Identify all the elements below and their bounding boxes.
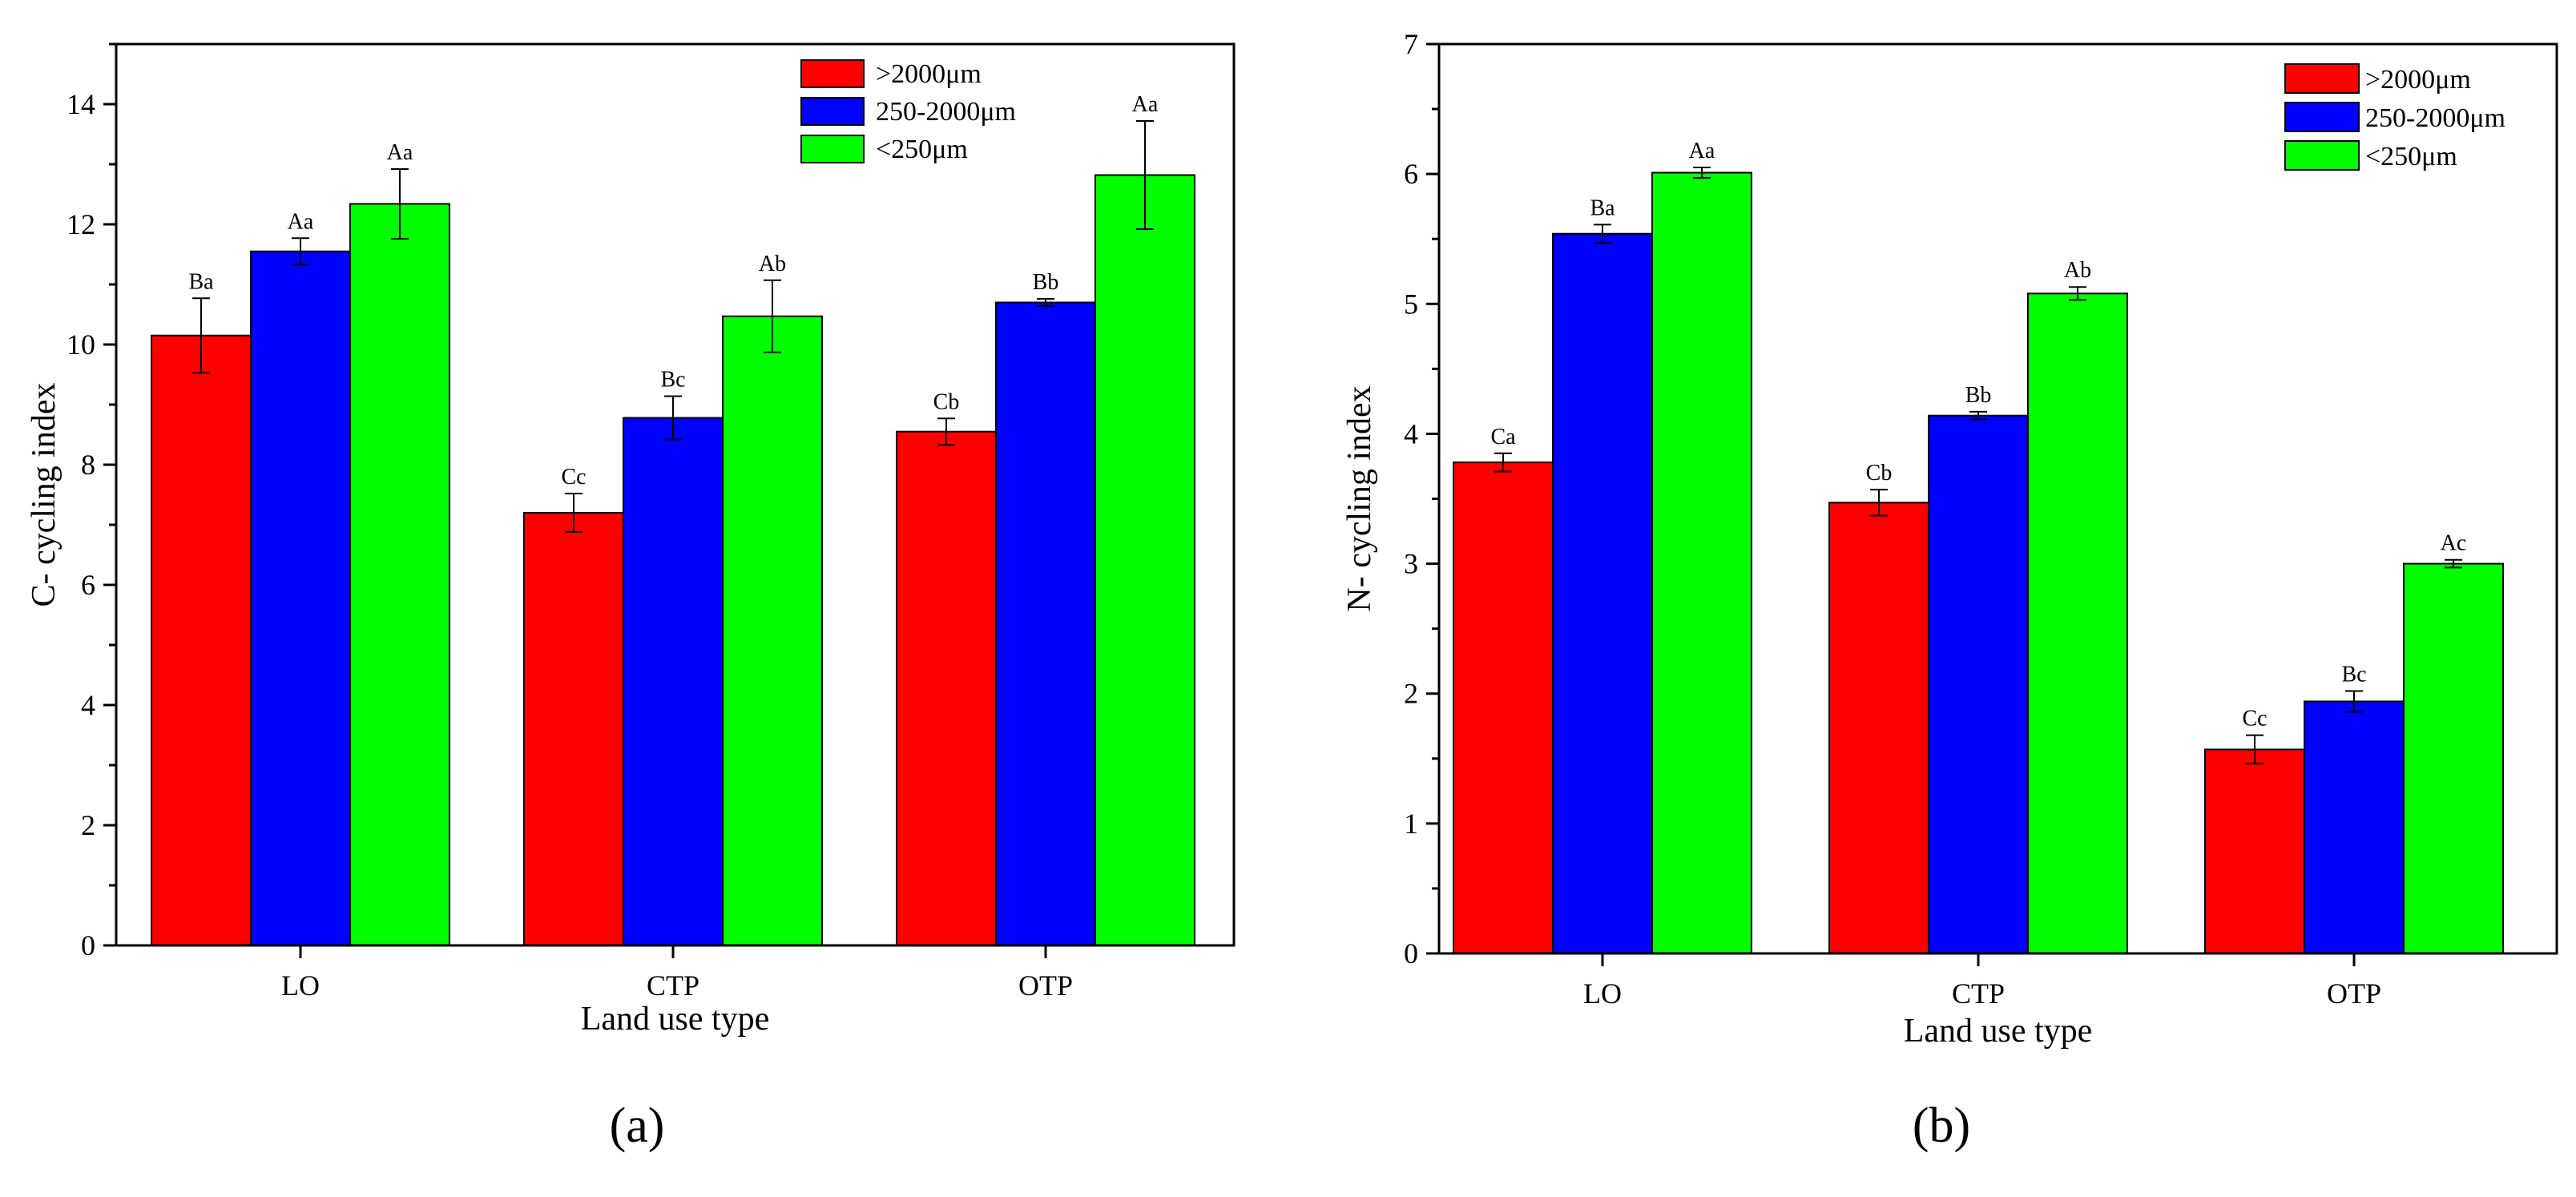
y-tick-label: 6: [81, 569, 95, 601]
legend-label: 250-2000μm: [876, 97, 1016, 127]
legend-label: <250μm: [2365, 142, 2457, 171]
x-tick-label: OTP: [1018, 969, 1073, 1002]
significance-label: Bc: [660, 368, 685, 393]
significance-label: Aa: [1132, 92, 1159, 117]
x-tick-label: LO: [1583, 977, 1622, 1010]
legend-swatch: [800, 135, 865, 163]
y-tick-label: 7: [1404, 28, 1418, 60]
significance-label: Ac: [2441, 531, 2467, 556]
significance-label: Aa: [387, 140, 413, 165]
legend: >2000μm 250-2000μm <250μm: [800, 59, 1016, 164]
legend-swatch: [2284, 102, 2360, 132]
bar: [896, 430, 997, 946]
bar: [995, 301, 1096, 946]
significance-label: Aa: [1689, 139, 1715, 163]
significance-label: Bc: [2341, 662, 2366, 687]
significance-label: Ba: [1590, 195, 1615, 220]
y-tick-label: 4: [81, 689, 95, 721]
bar: [1094, 174, 1195, 946]
y-tick-label: 3: [1404, 548, 1418, 580]
y-tick-label: 14: [67, 88, 95, 120]
y-tick-label: 6: [1404, 158, 1418, 190]
significance-label: Ca: [1490, 425, 1516, 449]
bar: [1828, 502, 1929, 954]
bar: [722, 315, 823, 946]
significance-label: Ab: [2064, 258, 2091, 283]
plot-frame: [115, 42, 1236, 947]
significance-label: Aa: [288, 209, 314, 234]
bar: [2204, 748, 2305, 955]
y-tick-label: 2: [81, 809, 95, 841]
legend: >2000μm 250-2000μm <250μm: [2284, 63, 2505, 171]
y-tick-label: 2: [1404, 678, 1418, 710]
chart-panel-1: Ca Cb Cc Ba Bb Bc Aa Ab Ac 0 1 2 3 4 5 6 7 LO CTP OTP Land u…: [1341, 28, 2558, 1153]
significance-label: Cc: [561, 465, 586, 490]
x-axis-title: Land use type: [1904, 1013, 2093, 1050]
panel-label: (a): [610, 1098, 665, 1153]
panel-label: (b): [1913, 1098, 1970, 1153]
bar: [623, 417, 724, 946]
bar: [1552, 232, 1653, 954]
y-axis-title: C- cycling index: [26, 383, 62, 607]
bar: [1453, 461, 1554, 954]
significance-label: Cb: [1866, 461, 1893, 486]
legend-label: <250μm: [876, 135, 968, 164]
y-tick-label: 4: [1404, 417, 1418, 449]
x-tick-label: CTP: [647, 969, 699, 1002]
bar: [2027, 292, 2128, 955]
bar: [523, 512, 624, 946]
bar: [1651, 171, 1752, 954]
significance-label: Bb: [1965, 383, 1992, 408]
bar: [250, 250, 351, 946]
bar: [349, 203, 450, 946]
legend-label: >2000μm: [876, 59, 982, 89]
legend-label: >2000μm: [2365, 65, 2471, 95]
significance-label: Ab: [759, 252, 786, 276]
chart-panel-0: Ba Cc Cb Aa Bc Bb Aa Ab Aa 0 2 4 6 8 10 12 14 LO CTP OTP Lan…: [26, 42, 1236, 1153]
legend-swatch: [2284, 140, 2360, 171]
y-tick-label: 0: [81, 929, 95, 961]
significance-label: Cc: [2242, 707, 2267, 732]
y-tick-label: 10: [67, 328, 95, 361]
significance-label: Bb: [1033, 270, 1059, 295]
legend-label: 250-2000μm: [2365, 103, 2505, 133]
legend-swatch: [800, 59, 865, 88]
y-tick-label: 1: [1404, 808, 1418, 840]
legend-swatch: [2284, 63, 2360, 94]
y-tick-label: 0: [1404, 937, 1418, 969]
x-tick-label: LO: [281, 969, 320, 1002]
bar: [1928, 414, 2029, 954]
bar: [2304, 700, 2405, 954]
x-tick-label: CTP: [1952, 977, 2005, 1010]
significance-label: Ba: [188, 269, 214, 294]
significance-label: Cb: [933, 389, 960, 414]
y-tick-label: 8: [81, 449, 95, 481]
x-tick-label: OTP: [2327, 977, 2381, 1010]
y-axis-title: N- cycling index: [1341, 385, 1378, 611]
bar: [2403, 562, 2504, 954]
bar: [151, 334, 252, 946]
y-tick-label: 5: [1404, 288, 1418, 320]
x-axis-title: Land use type: [581, 1001, 770, 1038]
y-tick-label: 12: [67, 208, 95, 240]
legend-swatch: [800, 97, 865, 126]
